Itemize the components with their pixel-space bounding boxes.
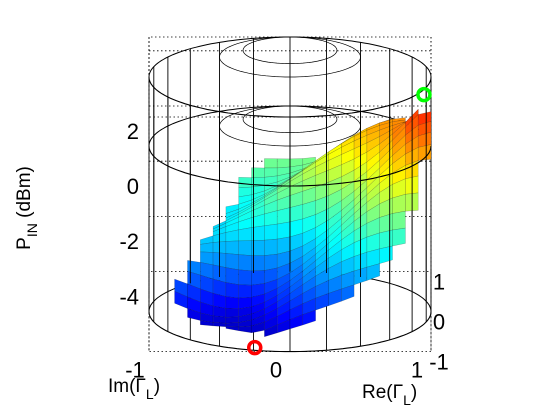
cylinder-ring-front <box>148 311 432 353</box>
y-axis-label-tail: ) <box>154 376 160 397</box>
surface-patch <box>238 254 252 272</box>
z-axis-label-tail: (dBm) <box>14 166 35 223</box>
box-edge <box>148 271 432 353</box>
z-axis-label-sub: IN <box>24 223 40 237</box>
surface-patch <box>238 325 252 333</box>
surface-patch <box>238 284 252 299</box>
surface-patch <box>225 267 239 285</box>
markers-layer <box>247 86 432 356</box>
box-edge <box>148 36 432 118</box>
y-axis-label: Im(ΓL) <box>108 376 160 402</box>
y-tick-label: -1 <box>125 358 145 383</box>
z-tick-label: 0 <box>127 174 139 199</box>
z-axis-label: PIN (dBm) <box>14 166 40 250</box>
x-tick-label: 0 <box>433 310 445 335</box>
surface-patch <box>225 282 239 299</box>
smith-cylinder-front <box>148 37 432 353</box>
surface-patch <box>225 253 239 270</box>
surface-patch <box>225 322 239 328</box>
surface-patch <box>212 322 227 327</box>
surface-patch <box>264 158 278 169</box>
surface-patch <box>277 158 291 169</box>
surface-patch <box>264 223 278 241</box>
marker-0 <box>247 339 263 356</box>
surface-patch <box>238 227 252 242</box>
surface-patch <box>225 316 239 324</box>
surface-patch <box>225 296 239 309</box>
y-tick-label: 0 <box>270 358 282 383</box>
x-tick-label: -1 <box>429 350 449 375</box>
y-axis-label-sub: L <box>146 386 154 402</box>
x-axis-label-tail: ) <box>411 382 417 403</box>
x-axis-label-sub: L <box>403 392 411 408</box>
x-axis-label-main: Re(Γ <box>362 382 403 403</box>
z-axis-label-main: P <box>14 237 35 250</box>
z-tick-label: 2 <box>127 119 139 144</box>
surface-patch <box>225 326 239 331</box>
surface-patch <box>264 254 278 271</box>
surface-patch <box>341 284 355 302</box>
surface-patch <box>212 315 227 324</box>
surface-patch <box>277 221 291 240</box>
surface-patch <box>238 177 252 188</box>
surface-patch <box>392 211 406 231</box>
surface-mesh <box>174 108 432 337</box>
marker-1 <box>416 86 432 103</box>
surface-patch <box>225 240 239 255</box>
y-tick-label: 1 <box>411 358 423 383</box>
y-axis-label-main: Im(Γ <box>108 376 146 397</box>
x-axis-label: Re(ΓL) <box>362 382 417 408</box>
surface-patch <box>392 227 406 247</box>
z-tick-label: -4 <box>119 284 139 309</box>
surface-patch <box>225 308 239 318</box>
z-tick-label: -2 <box>119 229 139 254</box>
x-tick-label: 1 <box>433 270 445 295</box>
surface-patch <box>238 269 252 286</box>
surface-patch <box>379 229 393 249</box>
surface-patch <box>366 263 380 281</box>
surface-patch <box>264 238 278 256</box>
surface-patch <box>264 167 278 178</box>
surface-patch <box>302 309 316 326</box>
surface-patch <box>379 245 393 264</box>
surface-patch <box>238 240 252 256</box>
